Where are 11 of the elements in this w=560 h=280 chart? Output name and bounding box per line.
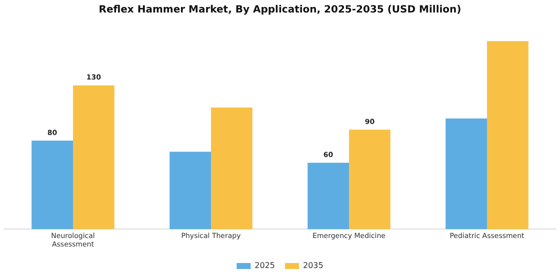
legend-label: 2025	[254, 261, 275, 270]
bar	[349, 130, 390, 230]
bar	[446, 118, 487, 230]
bar	[170, 152, 211, 230]
legend-label: 2035	[303, 261, 324, 270]
bar	[211, 107, 252, 230]
chart-title: Reflex Hammer Market, By Application, 2025-2035 (USD Million)	[98, 4, 462, 16]
bar	[73, 85, 114, 230]
bar	[487, 41, 528, 230]
bar	[32, 140, 73, 230]
bar	[308, 162, 349, 230]
